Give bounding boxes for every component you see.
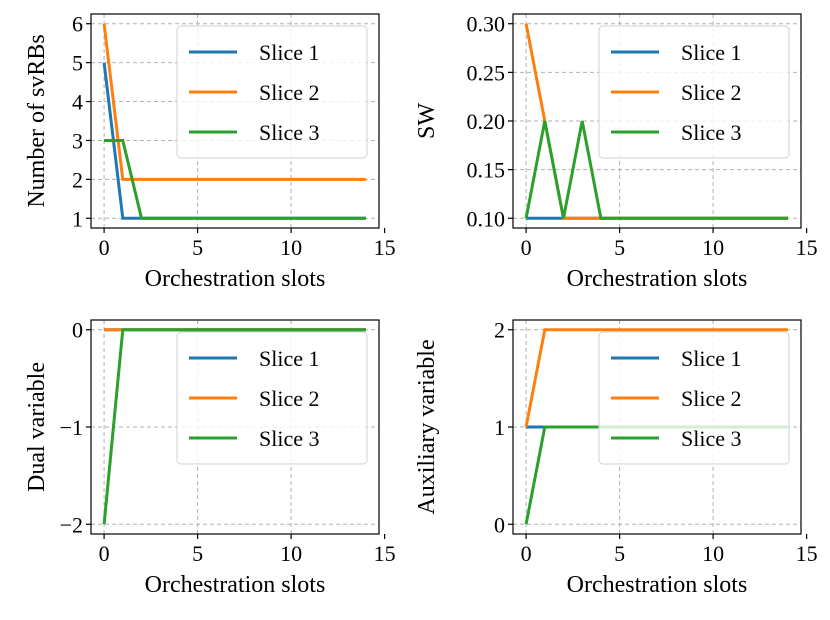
subplot-3: 0 5 10 15 −2 −1 0 Orchestration slots Dual varia… [24, 318, 396, 598]
x-tick-label: 0 [521, 235, 532, 260]
y-tick-label: 0.30 [467, 12, 506, 37]
x-axis-label: Orchestration slots [145, 572, 326, 598]
x-axis-label: Orchestration slots [145, 266, 326, 292]
legend-label-slice-1: Slice 1 [681, 346, 742, 371]
legend-label-slice-1: Slice 1 [681, 40, 742, 65]
legend-label-slice-2: Slice 2 [681, 386, 742, 411]
x-tick-label: 0 [521, 541, 532, 566]
y-axis-label: Number of svRBs [24, 34, 50, 207]
legend-label-slice-2: Slice 2 [681, 80, 742, 105]
series-line-slice-2 [524, 328, 788, 428]
legend-label-slice-2: Slice 2 [259, 80, 320, 105]
y-tick-label: −1 [60, 415, 83, 440]
x-tick-label: 0 [99, 541, 110, 566]
legend: Slice 1 Slice 2 Slice 3 [176, 331, 368, 465]
y-tick-label: 0 [494, 512, 505, 537]
y-tick-label: 1 [494, 415, 505, 440]
y-tick-label: 3 [72, 128, 83, 153]
x-tick-label: 15 [374, 235, 396, 260]
x-tick-label: 5 [192, 541, 203, 566]
legend: Slice 1 Slice 2 Slice 3 [598, 331, 790, 465]
series-line-slice-3 [524, 120, 788, 220]
legend-label-slice-3: Slice 3 [681, 120, 742, 145]
legend-label-slice-3: Slice 3 [259, 426, 320, 451]
subplot-4: 0 5 10 15 0 1 2 Orchestration slots Auxiliary va… [414, 318, 818, 598]
legend-label-slice-2: Slice 2 [259, 386, 320, 411]
y-tick-label: 6 [72, 12, 83, 37]
legend-label-slice-3: Slice 3 [681, 426, 742, 451]
legend-label-slice-1: Slice 1 [259, 346, 320, 371]
x-tick-label: 15 [796, 541, 818, 566]
y-tick-label: 2 [494, 318, 505, 343]
series-line-slice-3 [102, 328, 366, 525]
y-axis-label: Auxiliary variable [414, 339, 440, 514]
x-axis-label: Orchestration slots [567, 572, 748, 598]
x-tick-label: 10 [280, 235, 302, 260]
legend-box [176, 331, 368, 465]
legend-box [598, 331, 790, 465]
subplot-1: 0 5 10 15 1 2 3 4 5 6 Orchestration slots Number of… [24, 12, 396, 292]
legend: Slice 1 Slice 2 Slice 3 [598, 25, 790, 159]
x-tick-label: 0 [99, 235, 110, 260]
x-tick-label: 15 [796, 235, 818, 260]
y-tick-label: 0.10 [467, 206, 506, 231]
y-tick-label: 4 [72, 90, 83, 115]
x-tick-label: 15 [374, 541, 396, 566]
y-axis-label: Dual variable [24, 362, 50, 492]
series-line-slice-3 [104, 138, 366, 220]
subplot-2: 0 5 10 15 0.10 0.15 0.20 0.25 0.30 Orchestration … [414, 12, 818, 292]
y-tick-label: 1 [72, 206, 83, 231]
x-tick-label: 5 [614, 541, 625, 566]
axes-frame [90, 13, 380, 229]
y-tick-label: 0.15 [467, 158, 506, 183]
legend-label-slice-1: Slice 1 [259, 40, 320, 65]
x-tick-label: 10 [702, 541, 724, 566]
legend: Slice 1 Slice 2 Slice 3 [176, 25, 368, 159]
legend-label-slice-3: Slice 3 [259, 120, 320, 145]
legend-box [176, 25, 368, 159]
legend-box [598, 25, 790, 159]
y-tick-label: 2 [72, 167, 83, 192]
x-tick-label: 10 [702, 235, 724, 260]
x-axis-label: Orchestration slots [567, 266, 748, 292]
x-tick-label: 10 [280, 541, 302, 566]
y-tick-label: −2 [60, 512, 83, 537]
y-axis-label: SW [414, 103, 440, 139]
y-tick-label: 0.25 [467, 60, 506, 85]
y-tick-label: 0 [72, 318, 83, 343]
x-tick-label: 5 [614, 235, 625, 260]
x-tick-label: 5 [192, 235, 203, 260]
series-line-slice-2 [102, 23, 366, 181]
y-tick-label: 0.20 [467, 109, 506, 134]
y-tick-label: 5 [72, 51, 83, 76]
